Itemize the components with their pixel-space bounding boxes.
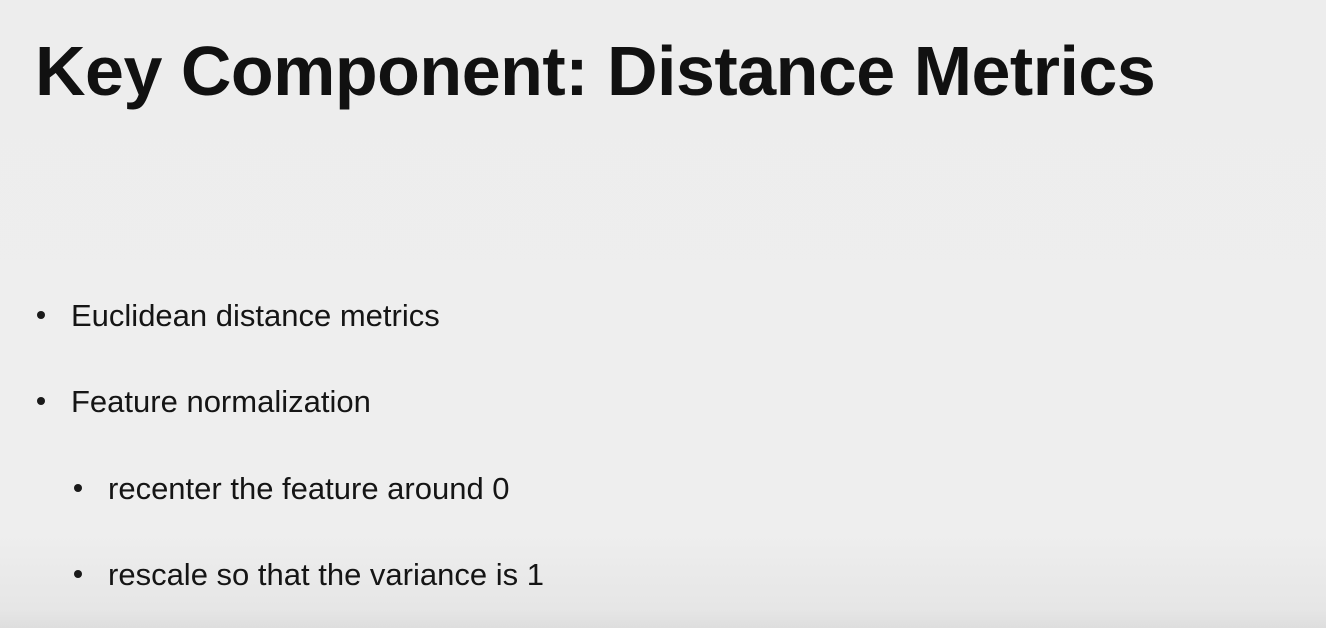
sub-bullet-item: recenter the feature around 0 <box>74 468 510 508</box>
slide-title: Key Component: Distance Metrics <box>35 32 1156 110</box>
bullet-text: Feature normalization <box>71 383 371 419</box>
bullet-item: Feature normalization <box>37 381 371 421</box>
sub-bullet-text: recenter the feature around 0 <box>108 470 510 506</box>
sub-bullet-item: rescale so that the variance is 1 <box>74 554 544 594</box>
bullet-item: Euclidean distance metrics <box>37 295 440 335</box>
bullet-text: Euclidean distance metrics <box>71 297 440 333</box>
bullet-dot-icon <box>37 397 45 405</box>
bullet-dot-icon <box>74 570 82 578</box>
bullet-dot-icon <box>37 311 45 319</box>
sub-bullet-text: rescale so that the variance is 1 <box>108 556 544 592</box>
bullet-dot-icon <box>74 484 82 492</box>
